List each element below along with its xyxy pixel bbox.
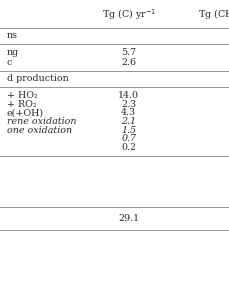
Text: + RO₂: + RO₂ [7,100,36,109]
Text: 5.7: 5.7 [121,48,136,57]
Text: one oxidation: one oxidation [7,126,72,135]
Text: Tg (C) yr$^{-1}$: Tg (C) yr$^{-1}$ [101,7,155,22]
Text: Tg (CH$_3$C: Tg (CH$_3$C [197,8,229,21]
Text: 14.0: 14.0 [118,91,139,100]
Text: + HO₂: + HO₂ [7,91,38,100]
Text: 29.1: 29.1 [118,214,139,223]
Text: ng: ng [7,48,19,57]
Text: 0.2: 0.2 [121,143,136,152]
Text: e(+OH): e(+OH) [7,108,44,117]
Text: d production: d production [7,74,68,83]
Text: 2.3: 2.3 [121,100,136,109]
Text: 1.5: 1.5 [121,126,136,135]
Text: 0.7: 0.7 [121,134,136,143]
Text: 2.6: 2.6 [121,58,136,67]
Text: rene oxidation: rene oxidation [7,117,76,126]
Text: ns: ns [7,31,18,40]
Text: c: c [7,58,12,67]
Text: 2.1: 2.1 [121,117,136,126]
Text: 4.3: 4.3 [121,108,136,117]
